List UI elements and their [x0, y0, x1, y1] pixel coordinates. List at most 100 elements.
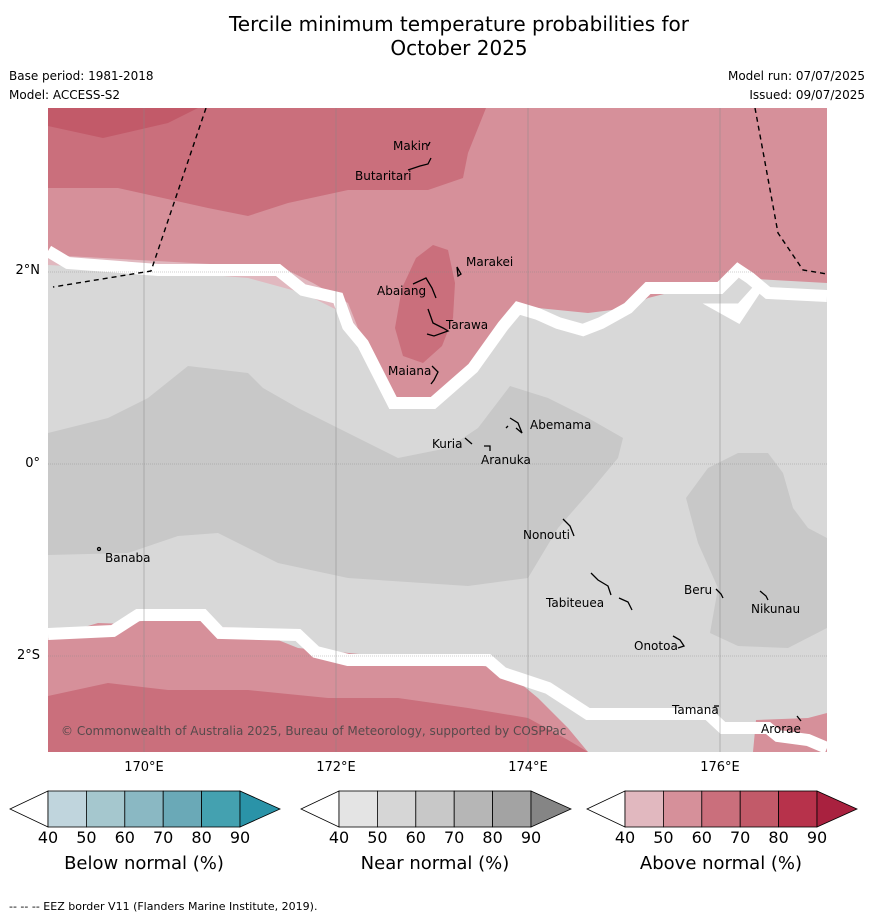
colorbar-segment	[453, 790, 493, 828]
island-nonouti	[562, 518, 575, 537]
model-run: Model run: 07/07/2025	[727, 69, 865, 83]
colorbar-segment	[701, 790, 741, 828]
label-kuria: Kuria	[432, 437, 463, 451]
colorbar-tick: 40	[37, 828, 59, 847]
colorbar-high-extension	[530, 790, 572, 828]
label-banaba: Banaba	[105, 551, 151, 565]
colorbar-segment	[162, 790, 202, 828]
lon-label-170: 170°E	[124, 760, 164, 775]
label-abemama: Abemama	[530, 418, 592, 432]
island-nikunau	[759, 590, 769, 601]
above-60-south-region	[48, 683, 588, 752]
above-70-north-edge	[48, 108, 198, 138]
colorbar-tick: 60	[114, 828, 135, 847]
meta-left: Base period: 1981-2018 Model: ACCESS-S2	[9, 67, 154, 105]
lat-label-0: 0°	[25, 456, 40, 471]
colorbar-tick: 40	[328, 828, 350, 847]
colorbar-segment	[124, 790, 164, 828]
island-tabiteuea	[590, 572, 633, 611]
gap-diamond	[702, 284, 762, 324]
colorbar-title: Below normal (%)	[64, 853, 224, 874]
colorbar-2	[586, 790, 858, 828]
colorbar-title: Above normal (%)	[639, 853, 803, 874]
colorbar-segment	[47, 790, 87, 828]
label-tamana: Tamana	[672, 703, 719, 717]
colorbar-low-extension	[300, 790, 340, 828]
island-arorae	[796, 715, 802, 722]
island-tarawa	[426, 308, 450, 337]
colorbar-high-extension	[239, 790, 281, 828]
island-marakei	[456, 266, 462, 278]
near-50-east-region	[686, 453, 827, 648]
label-nikunau: Nikunau	[751, 602, 801, 616]
colorbar-tick: 40	[614, 828, 636, 847]
colorbar-low-extension	[586, 790, 626, 828]
label-arorae: Arorae	[761, 722, 801, 736]
colorbar-tick: 50	[653, 828, 674, 847]
colorbar-tick: 50	[76, 828, 97, 847]
colorbar-tick: 60	[691, 828, 712, 847]
label-nonouti: Nonouti	[523, 528, 570, 542]
island-abemama	[505, 417, 523, 434]
label-tabiteuea: Tabiteuea	[546, 596, 605, 610]
issued-date: Issued: 09/07/2025	[749, 88, 865, 102]
lat-label-2n: 2°N	[15, 263, 41, 278]
island-beru	[715, 588, 724, 599]
colorbar-low-extension	[9, 790, 49, 828]
map-title: Tercile minimum temperature probabilitie…	[0, 12, 873, 60]
colorbar-tick: 60	[405, 828, 426, 847]
colorbar-tick: 70	[730, 828, 751, 847]
base-period: Base period: 1981-2018	[9, 69, 154, 83]
island-maiana	[430, 365, 439, 385]
graticule	[48, 108, 827, 752]
island-butaritari	[407, 157, 432, 171]
island-aranuka	[484, 445, 491, 451]
colorbar-segment	[338, 790, 378, 828]
eez-border-west	[52, 108, 207, 288]
label-butaritari: Butaritari	[355, 169, 412, 183]
meta-right: Model run: 07/07/2025 Issued: 09/07/2025	[728, 67, 865, 105]
map-panel	[48, 108, 827, 752]
colorbar-0	[9, 790, 281, 828]
title-line-1: Tercile minimum temperature probabilitie…	[228, 12, 690, 36]
colorbar-segment	[492, 790, 532, 828]
copyright-notice: © Commonwealth of Australia 2025, Bureau…	[61, 724, 567, 738]
colorbar-tick: 80	[482, 828, 503, 847]
label-beru: Beru	[684, 583, 713, 597]
colorbar-tick: 90	[229, 828, 251, 847]
title-line-2: October 2025	[390, 36, 528, 60]
colorbar-tick: 50	[367, 828, 388, 847]
eez-footnote: -- -- -- EEZ border V11 (Flanders Marine…	[9, 900, 318, 913]
island-makin	[427, 141, 431, 147]
label-makin: Makin	[393, 139, 429, 153]
colorbar-title: Near normal (%)	[360, 853, 510, 874]
map-fill-layer	[48, 108, 827, 752]
lat-label-2s: 2°S	[16, 648, 40, 663]
gap-north-boundary	[48, 245, 827, 409]
colorbar-high-extension	[816, 790, 858, 828]
lon-label-172: 172°E	[316, 760, 356, 775]
gap-south-boundary	[48, 609, 827, 752]
above-60-north-region	[48, 108, 486, 216]
colorbar-segment	[739, 790, 779, 828]
model-name: Model: ACCESS-S2	[9, 88, 121, 102]
label-marakei: Marakei	[466, 255, 514, 269]
label-aranuka: Aranuka	[481, 453, 531, 467]
eez-borders	[52, 108, 827, 288]
colorbar-segment	[415, 790, 455, 828]
colorbar-segment	[663, 790, 703, 828]
colorbar-tick: 90	[806, 828, 828, 847]
colorbar-segment	[86, 790, 126, 828]
label-abaiang: Abaiang	[377, 284, 427, 298]
islands	[96, 141, 802, 722]
lon-label-176: 176°E	[700, 760, 740, 775]
colorbar-segment	[377, 790, 417, 828]
eez-border-east	[754, 108, 827, 275]
colorbar-segment	[624, 790, 664, 828]
colorbar-tick: 80	[768, 828, 789, 847]
label-maiana: Maiana	[388, 364, 432, 378]
tercile-boundary-gaps	[48, 245, 827, 752]
colorbar-tick: 80	[191, 828, 212, 847]
island-abaiang	[412, 277, 437, 299]
colorbar-segment	[778, 790, 818, 828]
